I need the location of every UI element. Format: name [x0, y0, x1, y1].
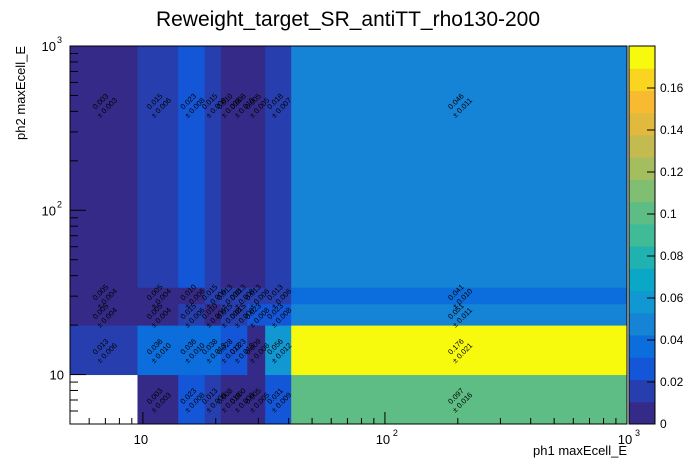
heatmap-cell: [220, 287, 236, 305]
heatmap-cell: [137, 325, 179, 376]
heatmap-cell: [178, 374, 206, 425]
heatmap-cell: [70, 325, 138, 376]
heatmap-cell: [265, 374, 292, 425]
colorbar-tick-label: 0.12: [660, 165, 684, 179]
colorbar-tick-label: 0.06: [660, 291, 684, 305]
colorbar-segment: [629, 246, 655, 269]
heatmap-cell: [137, 374, 179, 425]
y-tick-label: 10: [42, 203, 56, 218]
colorbar-segment: [629, 357, 655, 381]
heatmap-cell: [178, 325, 206, 376]
heatmap-cell: [220, 46, 236, 288]
heatmap-cell: [265, 325, 292, 376]
colorbar-tick-label: 0.04: [660, 333, 684, 347]
colorbar-frame: [628, 45, 656, 425]
y-axis-label: ph2 maxEcell_E: [13, 46, 28, 140]
heatmap-cell: [234, 325, 248, 376]
heatmap-cell: [204, 303, 222, 326]
heatmap-cell: [234, 374, 248, 425]
colorbar-segment: [629, 379, 655, 403]
x-axis-label: ph1 maxEcell_E: [533, 443, 627, 458]
colorbar-segment: [629, 157, 655, 180]
y-tick-exponent: 2: [57, 199, 62, 209]
colorbar-tick-label: 0.16: [660, 81, 684, 95]
heatmap-cell: [204, 325, 222, 376]
colorbar-segment: [629, 401, 655, 425]
colorbar-tick-label: 0.14: [660, 123, 684, 137]
heatmap-cell: [220, 303, 236, 326]
x-tick-exponent: 2: [393, 428, 398, 438]
heatmap-cell: [247, 303, 266, 326]
colorbar-segment: [629, 268, 655, 292]
heatmap-cell: [234, 287, 248, 305]
colorbar-segment: [629, 223, 655, 247]
colorbar-segment: [629, 335, 655, 358]
heatmap-cell: [70, 303, 138, 326]
heatmap-cell: [247, 46, 266, 288]
colorbar-segment: [629, 201, 655, 225]
colorbar-tick-label: 0: [660, 417, 667, 431]
x-tick-label: 10: [618, 432, 632, 447]
x-tick-exponent: 3: [635, 428, 640, 438]
y-tick-label: 10: [50, 368, 64, 383]
colorbar-tick-label: 0.08: [660, 249, 684, 263]
colorbar-tick-label: 0.02: [660, 375, 684, 389]
heatmap-cell: [265, 46, 292, 288]
heatmap-cell: [234, 303, 248, 326]
heatmap-cell: [220, 374, 236, 425]
heatmap-cell: [220, 325, 236, 376]
heatmap-cell: [265, 287, 292, 305]
heatmap-cell: [137, 303, 179, 326]
heatmap-cell: [137, 287, 179, 305]
heatmap-cell: [247, 325, 266, 376]
x-tick-label: 10: [376, 432, 390, 447]
colorbar-segment: [629, 134, 655, 158]
heatmap-cell: [291, 374, 628, 425]
heatmap-cell: [247, 287, 266, 305]
colorbar-segment: [629, 112, 655, 136]
heatmap-cell: [204, 374, 222, 425]
heatmap-cell: [291, 287, 628, 305]
colorbar-segment: [629, 179, 655, 203]
chart-title: Reweight_target_SR_antiTT_rho130-200: [156, 8, 540, 31]
colorbar: 0 0.02 0.04 0.06 0.08 0.1 0.12 0.14 0.16: [628, 45, 684, 431]
heatmap-cell: [291, 46, 628, 288]
heatmap-cell: [265, 303, 292, 326]
heatmap-cell: [247, 374, 266, 425]
y-tick-label: 10: [42, 39, 56, 54]
colorbar-tick-label: 0.1: [660, 207, 677, 221]
colorbar-segment: [629, 290, 655, 314]
plot-frame: [69, 45, 628, 425]
colorbar-segment: [629, 68, 655, 91]
heatmap-cells: [70, 46, 628, 425]
heatmap-cell: [70, 46, 138, 288]
heatmap-cell: [204, 287, 222, 305]
x-tick-label: 10: [134, 432, 148, 447]
heatmap-cell: [291, 325, 628, 376]
heatmap-cell: [234, 46, 248, 288]
heatmap-cell: [204, 46, 222, 288]
colorbar-segment: [629, 312, 655, 336]
heatmap-cell: [137, 46, 179, 288]
colorbar-segment: [629, 46, 655, 69]
heatmap-cell: [70, 287, 138, 305]
colorbar-segment: [629, 90, 655, 114]
heatmap-cell: [291, 303, 628, 326]
heatmap-cell: [178, 287, 206, 305]
heatmap-cell: [178, 46, 206, 288]
y-tick-exponent: 3: [57, 35, 62, 45]
heatmap-cell: [178, 303, 206, 326]
